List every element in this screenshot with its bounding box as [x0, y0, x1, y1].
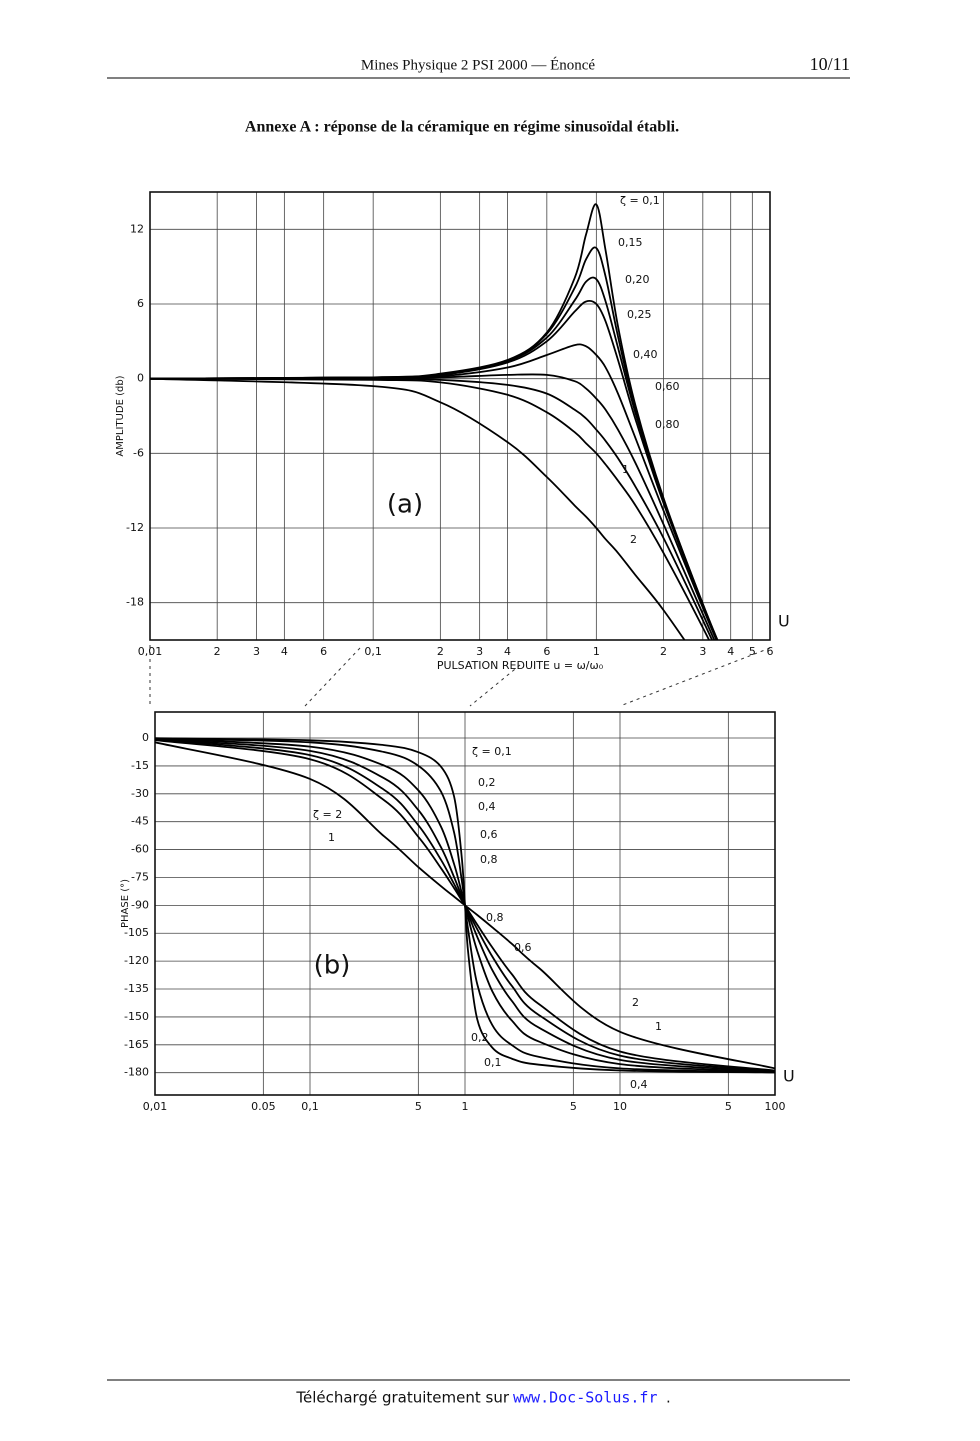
y-tick-label: -12: [126, 521, 144, 534]
curve-label: ζ = 0,1: [472, 745, 512, 758]
y-tick-label: -18: [126, 596, 144, 609]
x-axis-label: PULSATION REDUITE u = ω/ω₀: [437, 659, 604, 672]
y-tick-label: -75: [131, 870, 149, 883]
curve: [150, 373, 716, 640]
curve-label: 0,25: [627, 308, 652, 321]
curve-label: ζ = 0,1: [620, 194, 660, 207]
x-axis-end: U: [783, 1067, 795, 1086]
curve: [150, 343, 718, 640]
x-tick-label: 6: [320, 645, 327, 658]
x-tick-label: 2: [437, 645, 444, 658]
curve-label: 0,20: [625, 273, 650, 286]
curve-label: ζ = 2: [313, 808, 342, 821]
curve-label: 0,15: [618, 236, 643, 249]
curves: [155, 737, 775, 1074]
y-tick-label: 0: [137, 372, 144, 385]
panel-label: (b): [314, 951, 351, 981]
y-tick-label: -6: [133, 446, 144, 459]
curve: [150, 377, 686, 640]
y-tick-label: -165: [124, 1038, 149, 1051]
annotation: 0,1: [484, 1056, 502, 1069]
plot-frame: [149, 191, 771, 641]
y-tick-label: 6: [137, 297, 144, 310]
x-tick-label: 100: [765, 1100, 786, 1113]
annex-title: Annexe A : réponse de la céramique en ré…: [245, 119, 679, 136]
x-tick-label: 3: [253, 645, 260, 658]
header-left: Mines Physique 2 PSI 2000 — Énoncé: [361, 56, 596, 73]
x-tick-label: 6: [543, 645, 550, 658]
y-tick-label: 12: [130, 222, 144, 235]
y-tick-label: -120: [124, 954, 149, 967]
x-tick-label: 2: [214, 645, 221, 658]
x-tick-label: 5: [415, 1100, 422, 1113]
y-tick-label: -90: [131, 898, 149, 911]
y-tick-label: -15: [131, 759, 149, 772]
curves: [150, 203, 719, 640]
x-tick-label: 5: [570, 1100, 577, 1113]
y-tick-label: -150: [124, 1010, 149, 1023]
curve-label: 1: [622, 463, 629, 476]
x-tick-label: 0,01: [143, 1100, 168, 1113]
curve: [150, 246, 719, 640]
curve-label: 0,40: [633, 348, 658, 361]
y-tick-label: -45: [131, 815, 149, 828]
curve: [150, 276, 718, 640]
annotation: 0,4: [630, 1078, 648, 1091]
curve: [150, 203, 719, 640]
y-tick-label: -30: [131, 787, 149, 800]
header-page: 10/11: [810, 54, 850, 74]
curve-label: 1: [328, 831, 335, 844]
curve-label: 0,80: [655, 418, 680, 431]
y-tick-label: -135: [124, 982, 149, 995]
footer-end: .: [666, 1389, 671, 1407]
footer-link[interactable]: www.Doc-Solus.fr: [513, 1389, 658, 1407]
curve-label: 0,8: [480, 853, 498, 866]
panel-label: (a): [387, 490, 423, 520]
curve: [155, 741, 775, 1070]
x-tick-label: 0.05: [251, 1100, 276, 1113]
y-tick-label: -180: [124, 1066, 149, 1079]
curve: [150, 377, 714, 640]
y-tick-label: 0: [142, 731, 149, 744]
annotation: 1: [655, 1020, 662, 1033]
curve-label: 2: [630, 533, 637, 546]
curve-label: 0,4: [478, 800, 496, 813]
y-tick-label: -60: [131, 843, 149, 856]
x-tick-label: 4: [504, 645, 511, 658]
y-axis-label: PHASE (°): [120, 879, 131, 928]
curve-label: 0,6: [480, 828, 498, 841]
x-tick-label: 1: [462, 1100, 469, 1113]
x-tick-label: 2: [660, 645, 667, 658]
x-tick-label: 5: [749, 645, 756, 658]
x-tick-label: 4: [281, 645, 288, 658]
x-tick-label: 3: [476, 645, 483, 658]
x-tick-label: 4: [727, 645, 734, 658]
plot-frame: [154, 711, 776, 1096]
y-tick-label: -105: [124, 926, 149, 939]
annotation: 2: [632, 996, 639, 1009]
annotation: 0,2: [471, 1031, 489, 1044]
x-tick-label: 5: [725, 1100, 732, 1113]
x-tick-label: 10: [613, 1100, 627, 1113]
curve: [150, 299, 718, 640]
x-tick-label: 6: [767, 645, 774, 658]
x-tick-label: 3: [699, 645, 706, 658]
zoom-guide: [149, 645, 771, 707]
annotation: 0,8: [486, 911, 504, 924]
curve: [150, 377, 711, 640]
x-axis-end: U: [778, 612, 790, 631]
x-tick-label: 0,1: [364, 645, 382, 658]
y-axis-label: AMPLITUDE (db): [115, 375, 126, 456]
curve-label: 0,60: [655, 380, 680, 393]
curve-label: 0,2: [478, 776, 496, 789]
x-tick-label: 0,01: [138, 645, 163, 658]
x-tick-label: 1: [593, 645, 600, 658]
footer-text: Téléchargé gratuitement sur: [295, 1389, 509, 1407]
annotation: 0,6: [514, 941, 532, 954]
x-tick-label: 0,1: [301, 1100, 319, 1113]
